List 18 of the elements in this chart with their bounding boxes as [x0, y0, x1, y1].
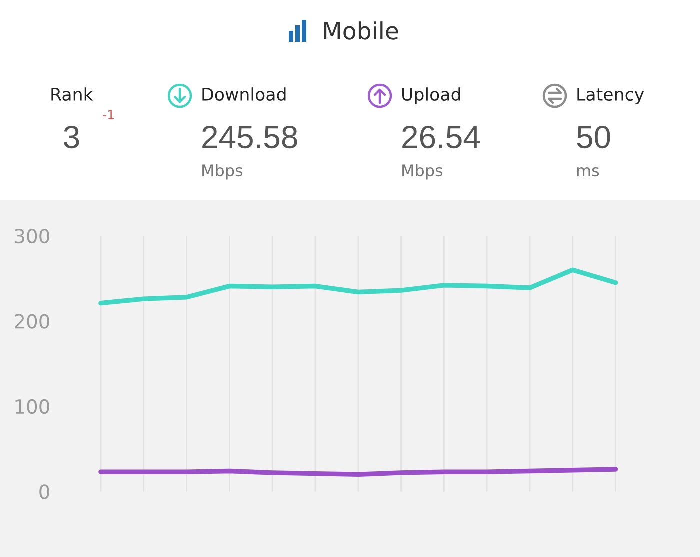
category-label: Rank	[52, 88, 94, 102]
y-tick-label: 300	[15, 228, 50, 244]
category-label: Download	[202, 88, 286, 102]
text: Mbps	[402, 164, 443, 180]
data-label: 26.54	[402, 126, 480, 149]
text: Mbps	[202, 164, 243, 180]
y-tick-label: 100	[16, 399, 50, 414]
data-label: 3	[64, 126, 80, 149]
y-tick-label: 0	[40, 484, 50, 500]
category-label: Upload	[402, 88, 460, 104]
text: Mobile	[324, 22, 398, 40]
category-label: Latency	[578, 88, 644, 104]
y-tick-label: 200	[15, 314, 50, 329]
text: ms	[577, 167, 600, 177]
text: -1	[103, 110, 114, 120]
data-label: 245.58	[202, 126, 298, 149]
data-label: 50	[577, 126, 610, 149]
line-series	[98, 268, 618, 306]
